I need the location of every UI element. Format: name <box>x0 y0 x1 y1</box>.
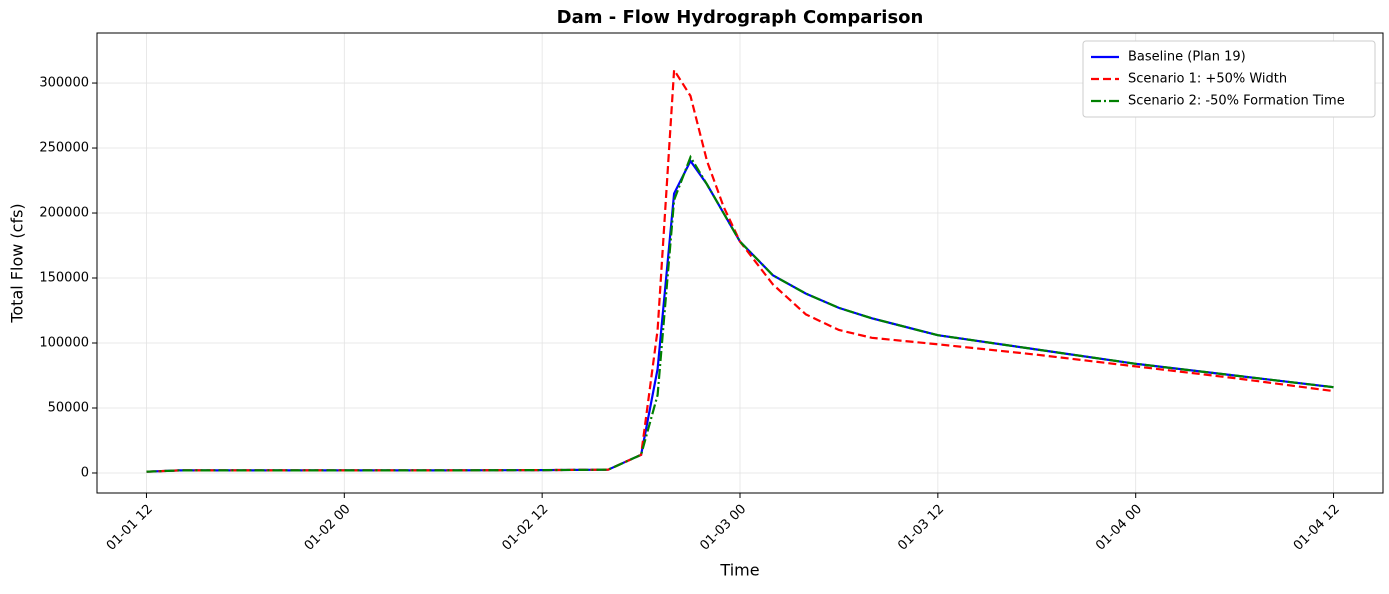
series-line <box>146 154 1334 473</box>
legend-label: Scenario 1: +50% Width <box>1128 72 1287 87</box>
x-tick-label: 01-02 00 <box>302 502 354 554</box>
legend-label: Scenario 2: -50% Formation Time <box>1128 94 1345 109</box>
y-axis-label: Total Flow (cfs) <box>8 203 27 323</box>
x-tick-label: 01-03 00 <box>697 502 749 554</box>
x-tick-label: 01-02 12 <box>500 502 552 554</box>
chart-title: Dam - Flow Hydrograph Comparison <box>557 7 924 28</box>
legend-box <box>1082 40 1376 118</box>
y-tick-label: 100000 <box>39 336 89 351</box>
y-tick-label: 300000 <box>39 76 89 91</box>
legend-label: Baseline (Plan 19) <box>1128 50 1246 65</box>
x-tick-label: 01-01 12 <box>104 502 156 554</box>
legend: Baseline (Plan 19) Scenario 1: +50% Width… <box>1082 40 1376 118</box>
y-tick-label: 0 <box>81 465 89 480</box>
y-tick-label: 50000 <box>48 400 89 415</box>
x-axis-label: Time <box>719 561 759 580</box>
y-tick-label: 200000 <box>39 206 89 221</box>
y-tick-label: 250000 <box>39 141 89 156</box>
x-tick-label: 01-04 00 <box>1093 502 1145 554</box>
y-tick-label: 150000 <box>39 271 89 286</box>
plot-frame <box>96 32 1384 494</box>
x-tick-label: 01-04 12 <box>1291 502 1343 554</box>
series-line <box>146 66 1334 473</box>
x-tick-label: 01-03 12 <box>895 502 947 554</box>
